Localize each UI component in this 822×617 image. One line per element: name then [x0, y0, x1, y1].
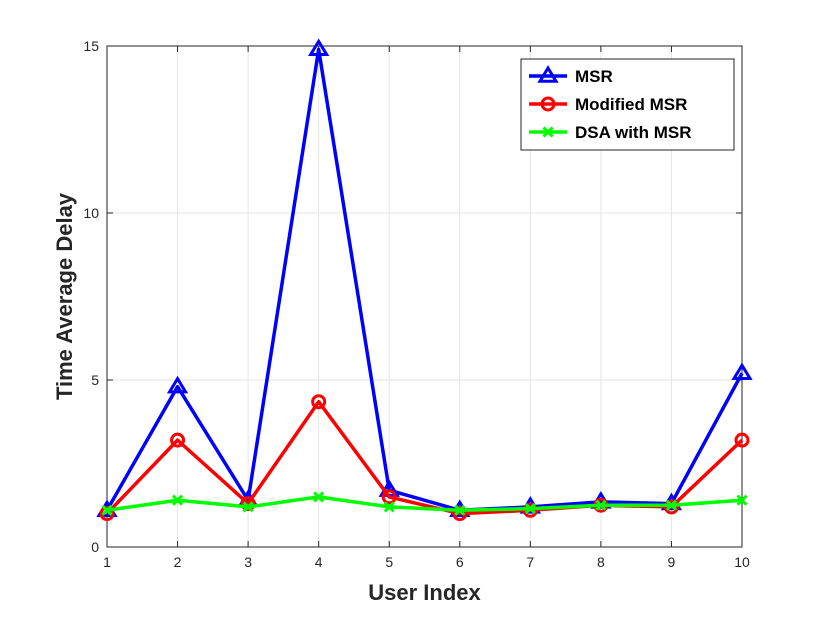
- data-point: [452, 506, 468, 522]
- data-point: [166, 375, 189, 394]
- series-line: [105, 47, 744, 513]
- x-tick-label: 3: [244, 554, 252, 570]
- legend-label: Modified MSR: [575, 95, 687, 114]
- data-point: [311, 394, 327, 410]
- legend: MSR Modified MSR DSA with MSR: [520, 58, 735, 151]
- data-point: [170, 432, 186, 448]
- legend-item: MSR: [529, 65, 613, 86]
- axes-box: [106, 45, 743, 548]
- x-tick-label: 10: [734, 554, 750, 570]
- data-point-stroke: [454, 504, 466, 516]
- data-point: [171, 494, 184, 506]
- x-tick-label: 2: [174, 554, 182, 570]
- data-point: [524, 503, 536, 515]
- legend-label: DSA with MSR: [575, 123, 691, 142]
- y-tick-label: 0: [91, 539, 99, 555]
- x-tick-label: 5: [385, 554, 393, 570]
- legend-marker: [537, 65, 559, 83]
- axes: 1 2 3 4 5 6 7 8 9 10 0 5 10 15: [83, 38, 750, 570]
- data-point-stroke: [665, 499, 678, 511]
- x-tick-label: 1: [103, 554, 111, 570]
- data-point-stroke: [101, 504, 113, 516]
- legend-item: Modified MSR: [529, 95, 687, 114]
- data-point-stroke: [171, 494, 184, 506]
- legend-marker-stroke: [542, 126, 554, 138]
- data-point: [101, 504, 113, 516]
- data-point: [736, 494, 748, 506]
- legend-label: MSR: [575, 67, 613, 86]
- y-tick-label: 10: [83, 205, 99, 221]
- legend-marker: [540, 96, 556, 112]
- legend-marker: [542, 126, 554, 138]
- data-point: [665, 499, 678, 511]
- data-point: [595, 499, 607, 511]
- x-tick-label: 6: [456, 554, 464, 570]
- data-point-stroke: [383, 501, 395, 513]
- series-layer: [96, 38, 753, 522]
- y-tick-label: 15: [83, 38, 99, 54]
- legend-item: DSA with MSR: [529, 123, 691, 142]
- data-point: [242, 501, 254, 513]
- x-tick-label: 9: [668, 554, 676, 570]
- x-axis-title: User Index: [368, 580, 481, 605]
- data-point: [308, 38, 330, 57]
- data-point: [99, 506, 115, 522]
- data-point: [731, 362, 753, 381]
- data-point: [313, 491, 325, 503]
- y-axis-title: Time Average Delay: [52, 192, 77, 400]
- data-point: [240, 496, 256, 512]
- data-point-stroke: [595, 499, 607, 511]
- series-line: [106, 495, 743, 513]
- x-tick-label: 8: [597, 554, 605, 570]
- x-tick-label: 7: [526, 554, 534, 570]
- data-point-stroke: [313, 491, 325, 503]
- data-point-stroke: [242, 501, 254, 513]
- data-point: [454, 504, 466, 516]
- y-tick-label: 5: [91, 372, 99, 388]
- data-point: [381, 489, 397, 505]
- data-point-stroke: [736, 494, 748, 506]
- data-point-stroke: [524, 503, 536, 515]
- data-point: [734, 432, 750, 448]
- data-point: [383, 501, 395, 513]
- series-dsa-with-msr: [101, 491, 748, 516]
- x-tick-label: 4: [315, 554, 323, 570]
